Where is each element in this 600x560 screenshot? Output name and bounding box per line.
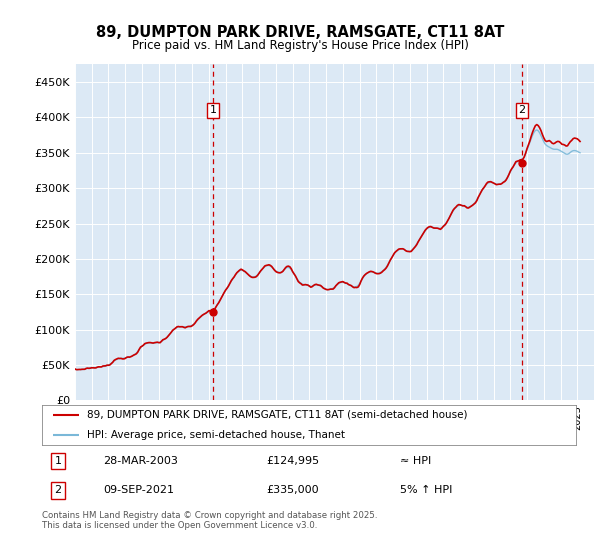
Text: HPI: Average price, semi-detached house, Thanet: HPI: Average price, semi-detached house,… xyxy=(88,430,346,440)
Text: 1: 1 xyxy=(209,105,217,115)
Text: 89, DUMPTON PARK DRIVE, RAMSGATE, CT11 8AT (semi-detached house): 89, DUMPTON PARK DRIVE, RAMSGATE, CT11 8… xyxy=(88,410,468,420)
Text: 89, DUMPTON PARK DRIVE, RAMSGATE, CT11 8AT: 89, DUMPTON PARK DRIVE, RAMSGATE, CT11 8… xyxy=(96,25,504,40)
Text: 2: 2 xyxy=(518,105,526,115)
Text: £335,000: £335,000 xyxy=(266,486,319,496)
Text: Price paid vs. HM Land Registry's House Price Index (HPI): Price paid vs. HM Land Registry's House … xyxy=(131,39,469,52)
Text: 09-SEP-2021: 09-SEP-2021 xyxy=(103,486,175,496)
Text: ≈ HPI: ≈ HPI xyxy=(400,456,431,466)
Text: 5% ↑ HPI: 5% ↑ HPI xyxy=(400,486,452,496)
Text: 1: 1 xyxy=(55,456,62,466)
Text: 2: 2 xyxy=(55,486,62,496)
Text: £124,995: £124,995 xyxy=(266,456,319,466)
Text: Contains HM Land Registry data © Crown copyright and database right 2025.
This d: Contains HM Land Registry data © Crown c… xyxy=(42,511,377,530)
Text: 28-MAR-2003: 28-MAR-2003 xyxy=(103,456,178,466)
